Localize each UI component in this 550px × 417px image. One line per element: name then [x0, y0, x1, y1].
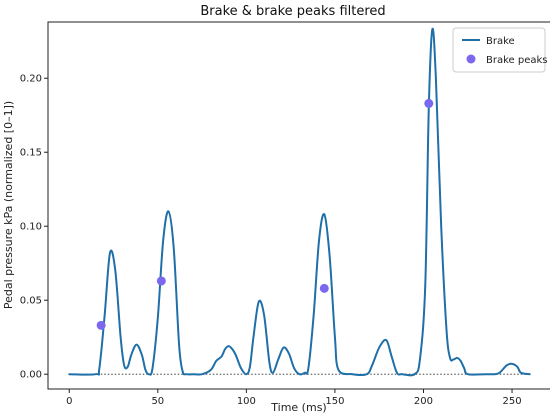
y-tick-label: 0.20: [20, 74, 42, 85]
legend: Brake Brake peaks: [452, 27, 548, 73]
y-axis-ticks: 0.00 0.05 0.10 0.15 0.20: [20, 74, 48, 381]
x-axis-label: Time (ms): [270, 401, 326, 414]
legend-peaks-swatch: [466, 54, 476, 64]
legend-brake-label: Brake: [486, 36, 515, 47]
peak-point: [319, 283, 329, 293]
y-axis-label: Pedal pressure kPa (normalized [0–1]): [2, 101, 15, 309]
x-axis-ticks: 0 50 100 150 200 250: [66, 389, 522, 407]
legend-peaks-label: Brake peaks: [486, 55, 548, 66]
peak-point: [156, 276, 166, 286]
y-tick-label: 0.15: [20, 148, 42, 159]
y-tick-label: 0.05: [20, 296, 42, 307]
peak-point: [424, 98, 434, 108]
series-brake-line: [68, 27, 531, 377]
x-tick-label: 0: [66, 396, 72, 407]
plot-frame: [47, 21, 550, 390]
chart-title: Brake & brake peaks filtered: [200, 4, 385, 19]
x-tick-label: 50: [151, 396, 164, 407]
x-tick-label: 200: [414, 396, 433, 407]
peak-point: [96, 320, 106, 330]
y-tick-label: 0.00: [20, 370, 42, 381]
x-tick-label: 250: [502, 396, 521, 407]
x-tick-label: 150: [325, 396, 344, 407]
y-tick-label: 0.10: [20, 222, 42, 233]
series-brake-peaks: [96, 98, 434, 330]
x-tick-label: 100: [237, 396, 256, 407]
